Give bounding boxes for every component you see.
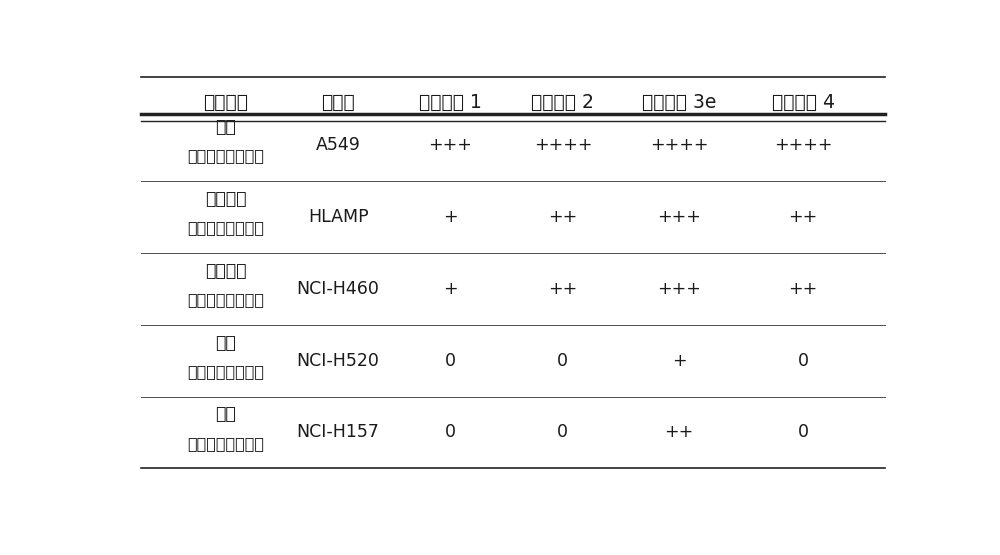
Text: ++: ++ xyxy=(788,280,818,298)
Text: ++: ++ xyxy=(788,208,818,226)
Text: （非小细胞肺癌）: （非小细胞肺癌） xyxy=(187,364,264,379)
Text: ++++: ++++ xyxy=(650,136,708,154)
Text: 0: 0 xyxy=(798,352,809,370)
Text: +: + xyxy=(672,352,686,370)
Text: HLAMP: HLAMP xyxy=(308,208,368,226)
Text: （非小细胞肺癌）: （非小细胞肺癌） xyxy=(187,149,264,164)
Text: 0: 0 xyxy=(445,352,456,370)
Text: +: + xyxy=(443,208,458,226)
Text: 0: 0 xyxy=(445,423,456,441)
Text: ++++: ++++ xyxy=(774,136,832,154)
Text: 0: 0 xyxy=(798,423,809,441)
Text: 核酸适体 3e: 核酸适体 3e xyxy=(642,93,716,113)
Text: +++: +++ xyxy=(657,280,701,298)
Text: 大细胞癌: 大细胞癌 xyxy=(205,262,246,280)
Text: 鳞癌: 鳞癌 xyxy=(215,334,236,352)
Text: A549: A549 xyxy=(316,136,361,154)
Text: +++: +++ xyxy=(429,136,472,154)
Text: 核酸适体 2: 核酸适体 2 xyxy=(531,93,594,113)
Text: 肿瘷名称: 肿瘷名称 xyxy=(203,93,248,113)
Text: （非小细胞肺癌）: （非小细胞肺癌） xyxy=(187,220,264,235)
Text: ++: ++ xyxy=(548,280,578,298)
Text: 核酸适体 1: 核酸适体 1 xyxy=(419,93,482,113)
Text: 大细胞癌: 大细胞癌 xyxy=(205,190,246,208)
Text: ++: ++ xyxy=(548,208,578,226)
Text: 0: 0 xyxy=(557,352,568,370)
Text: （非小细胞肺癌）: （非小细胞肺癌） xyxy=(187,292,264,307)
Text: （非小细胞肺癌）: （非小细胞肺癌） xyxy=(187,436,264,451)
Text: 腺癌: 腺癌 xyxy=(215,118,236,137)
Text: NCI-H460: NCI-H460 xyxy=(297,280,380,298)
Text: NCI-H157: NCI-H157 xyxy=(297,423,380,441)
Text: 0: 0 xyxy=(557,423,568,441)
Text: NCI-H520: NCI-H520 xyxy=(297,352,380,370)
Text: 鳞癌: 鳞癌 xyxy=(215,406,236,423)
Text: 细胞系: 细胞系 xyxy=(321,93,355,113)
Text: +++: +++ xyxy=(657,208,701,226)
Text: ++++: ++++ xyxy=(534,136,592,154)
Text: ++: ++ xyxy=(664,423,694,441)
Text: +: + xyxy=(443,280,458,298)
Text: 核酸适体 4: 核酸适体 4 xyxy=(772,93,835,113)
